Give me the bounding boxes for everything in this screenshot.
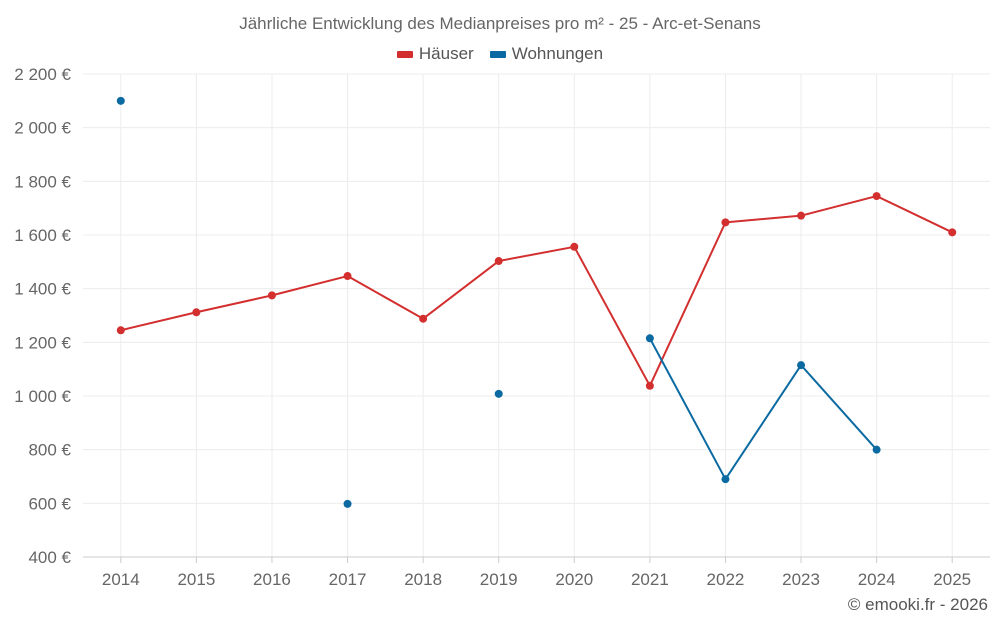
- data-point-haeuser: [873, 192, 881, 200]
- x-tick-label: 2014: [102, 570, 140, 589]
- data-point-haeuser: [570, 243, 578, 251]
- x-tick-label: 2023: [782, 570, 820, 589]
- data-point-haeuser: [419, 315, 427, 323]
- data-point-haeuser: [268, 291, 276, 299]
- data-point-haeuser: [117, 326, 125, 334]
- x-tick-label: 2017: [329, 570, 367, 589]
- x-tick-label: 2019: [480, 570, 518, 589]
- data-point-wohnungen: [344, 500, 352, 508]
- copyright-credit: © emooki.fr - 2026: [848, 595, 988, 615]
- chart-plot-area: 2 200 € 2 000 € 1 800 € 1 600 € 1 400 € 1 200…: [0, 0, 1000, 625]
- data-point-wohnungen: [721, 475, 729, 483]
- data-point-wohnungen: [873, 446, 881, 454]
- x-tick-label: 2016: [253, 570, 291, 589]
- y-tick-label: 600 €: [28, 494, 71, 513]
- y-tick-label: 1 200 €: [14, 333, 71, 352]
- data-point-wohnungen: [495, 390, 503, 398]
- series-line-haeuser: [121, 196, 952, 386]
- y-tick-label: 1 000 €: [14, 387, 71, 406]
- y-tick-label: 2 000 €: [14, 119, 71, 138]
- data-point-haeuser: [646, 382, 654, 390]
- y-tick-label: 800 €: [28, 441, 71, 460]
- data-point-haeuser: [344, 272, 352, 280]
- data-point-haeuser: [948, 228, 956, 236]
- y-tick-label: 2 200 €: [14, 65, 71, 84]
- x-tick-label: 2020: [555, 570, 593, 589]
- y-tick-label: 1 400 €: [14, 280, 71, 299]
- data-point-wohnungen: [117, 97, 125, 105]
- data-point-haeuser: [495, 257, 503, 265]
- x-tick-label: 2022: [707, 570, 745, 589]
- data-point-haeuser: [721, 218, 729, 226]
- data-point-haeuser: [192, 308, 200, 316]
- data-point-haeuser: [797, 212, 805, 220]
- y-tick-label: 1 800 €: [14, 172, 71, 191]
- x-tick-label: 2015: [177, 570, 215, 589]
- y-tick-label: 400 €: [28, 548, 71, 567]
- x-tick-label: 2024: [858, 570, 896, 589]
- x-tick-label: 2021: [631, 570, 669, 589]
- series-line-wohnungen: [650, 338, 877, 479]
- y-tick-label: 1 600 €: [14, 226, 71, 245]
- data-point-wohnungen: [797, 361, 805, 369]
- data-point-wohnungen: [646, 334, 654, 342]
- x-tick-label: 2025: [933, 570, 971, 589]
- x-tick-label: 2018: [404, 570, 442, 589]
